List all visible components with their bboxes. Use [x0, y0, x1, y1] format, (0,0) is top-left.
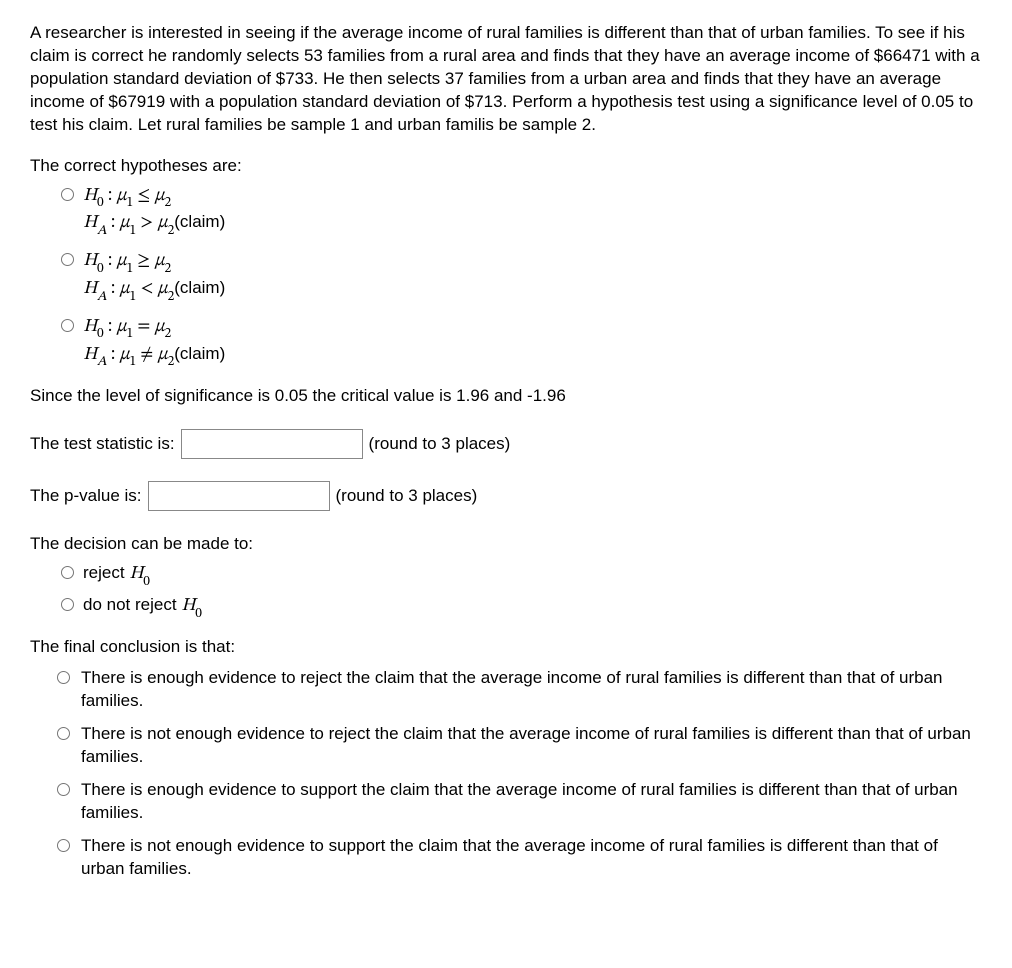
- conclusion-radio-1[interactable]: [57, 671, 70, 684]
- decision-not-reject[interactable]: do not reject H0: [56, 594, 982, 622]
- conclusion-radio-3[interactable]: [57, 783, 70, 796]
- pvalue-hint: (round to 3 places): [336, 485, 478, 508]
- conclusion-radio-4[interactable]: [57, 839, 70, 852]
- decision-label: The decision can be made to:: [30, 533, 982, 556]
- conclusion-option-1[interactable]: There is enough evidence to reject the c…: [52, 667, 982, 713]
- hypotheses-label: The correct hypotheses are:: [30, 155, 982, 178]
- hypothesis-option-3[interactable]: H0 : μ1 = μ2 HA : μ1 ≠ μ2(claim): [56, 315, 982, 371]
- hypothesis-text-1: H0 : μ1 ≤ μ2 HA : μ1 > μ2(claim): [83, 184, 225, 240]
- pvalue-row: The p-value is: (round to 3 places): [30, 481, 982, 511]
- conclusion-text-1: There is enough evidence to reject the c…: [81, 667, 982, 713]
- conclusion-option-3[interactable]: There is enough evidence to support the …: [52, 779, 982, 825]
- conclusion-option-4[interactable]: There is not enough evidence to support …: [52, 835, 982, 881]
- hypothesis-option-2[interactable]: H0 : μ1 ≥ μ2 HA : μ1 < μ2(claim): [56, 249, 982, 305]
- hypothesis-radio-2[interactable]: [61, 253, 74, 266]
- conclusion-radio-2[interactable]: [57, 727, 70, 740]
- hypothesis-text-2: H0 : μ1 ≥ μ2 HA : μ1 < μ2(claim): [83, 249, 225, 305]
- decision-not-reject-text: do not reject H0: [83, 594, 202, 622]
- decision-reject-radio[interactable]: [61, 566, 74, 579]
- hypothesis-radio-3[interactable]: [61, 319, 74, 332]
- hypothesis-text-3: H0 : μ1 = μ2 HA : μ1 ≠ μ2(claim): [83, 315, 225, 371]
- conclusion-options: There is enough evidence to reject the c…: [30, 667, 982, 881]
- pvalue-input[interactable]: [148, 481, 330, 511]
- conclusion-text-4: There is not enough evidence to support …: [81, 835, 982, 881]
- test-statistic-hint: (round to 3 places): [369, 433, 511, 456]
- test-statistic-label: The test statistic is:: [30, 433, 175, 456]
- test-statistic-row: The test statistic is: (round to 3 place…: [30, 429, 982, 459]
- hypothesis-option-1[interactable]: H0 : μ1 ≤ μ2 HA : μ1 > μ2(claim): [56, 184, 982, 240]
- conclusion-label: The final conclusion is that:: [30, 636, 982, 659]
- conclusion-text-3: There is enough evidence to support the …: [81, 779, 982, 825]
- conclusion-text-2: There is not enough evidence to reject t…: [81, 723, 982, 769]
- problem-statement: A researcher is interested in seeing if …: [30, 22, 982, 137]
- hypothesis-radio-1[interactable]: [61, 188, 74, 201]
- critical-value-statement: Since the level of significance is 0.05 …: [30, 385, 982, 408]
- test-statistic-input[interactable]: [181, 429, 363, 459]
- hypotheses-options: H0 : μ1 ≤ μ2 HA : μ1 > μ2(claim) H0 : μ1…: [56, 184, 982, 371]
- decision-options: reject H0 do not reject H0: [56, 562, 982, 622]
- conclusion-option-2[interactable]: There is not enough evidence to reject t…: [52, 723, 982, 769]
- decision-reject[interactable]: reject H0: [56, 562, 982, 590]
- decision-not-reject-radio[interactable]: [61, 598, 74, 611]
- pvalue-label: The p-value is:: [30, 485, 142, 508]
- decision-reject-text: reject H0: [83, 562, 150, 590]
